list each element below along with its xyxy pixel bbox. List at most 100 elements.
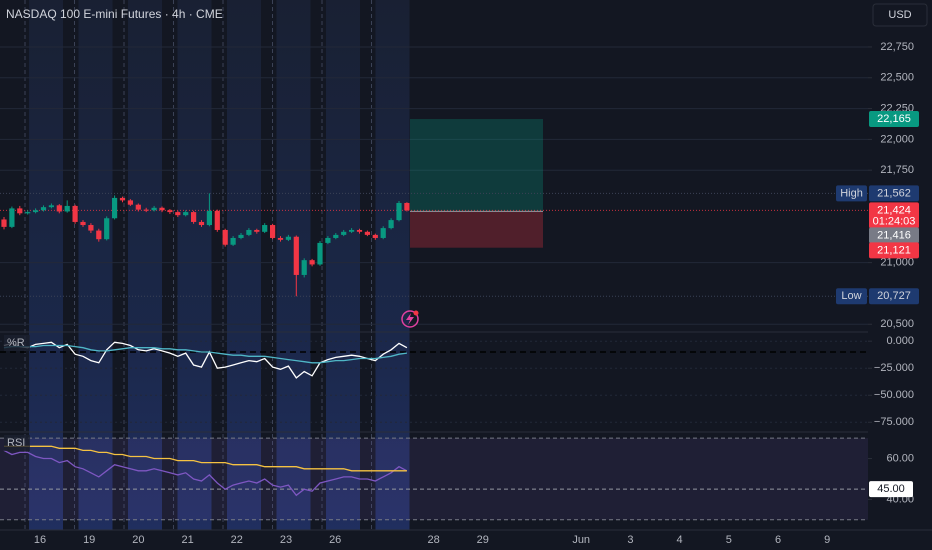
- candle-body: [364, 231, 370, 235]
- candle-body: [277, 237, 284, 240]
- indicator-line: [3, 341, 408, 379]
- candle-body: [167, 210, 173, 213]
- candle-body: [40, 207, 47, 211]
- candle-body: [88, 225, 94, 231]
- alert-icon[interactable]: [401, 310, 419, 328]
- candle-body: [33, 210, 39, 213]
- countdown: 01:24:03: [873, 215, 916, 227]
- last-price-label: 21,424: [877, 204, 911, 216]
- low-marker-value: 20,727: [877, 290, 911, 302]
- candle-body: [143, 209, 149, 211]
- alert-icon-dot[interactable]: [413, 310, 419, 316]
- candle-body: [254, 229, 260, 232]
- candle-body: [301, 260, 307, 275]
- session-band: [128, 0, 162, 530]
- y-tick-label: 21,750: [880, 164, 914, 176]
- high-marker-label: High: [840, 187, 863, 199]
- alert-icon-ring[interactable]: [401, 310, 419, 328]
- candle-body: [9, 208, 15, 227]
- candle-body: [80, 221, 86, 226]
- candle-body: [372, 234, 378, 238]
- x-tick-label: 19: [83, 534, 95, 546]
- candle-body: [175, 212, 181, 216]
- x-tick-label: 16: [34, 534, 46, 546]
- low-marker-value-box: [869, 288, 919, 305]
- marker-label-box: [869, 481, 913, 498]
- candle-body: [230, 237, 236, 245]
- stop-label: 21,121: [877, 244, 911, 256]
- high-marker-label-box: [836, 185, 867, 202]
- candle-body: [96, 230, 102, 240]
- target-label-box: [869, 111, 919, 128]
- indicator-line: [3, 344, 407, 364]
- candle-body: [151, 207, 157, 211]
- session-shading: [0, 0, 932, 530]
- candle-body: [119, 197, 126, 201]
- candle-body: [222, 229, 228, 245]
- x-tick-label: 28: [427, 534, 439, 546]
- candle-body: [341, 231, 347, 235]
- y-tick-label: 22,750: [880, 41, 914, 53]
- marker-label: 45.00: [877, 483, 905, 495]
- y-tick-label: 21,000: [880, 257, 914, 269]
- y-tick-label: −50.000: [874, 389, 914, 401]
- y-tick-label: 22,500: [880, 72, 914, 84]
- session-band: [227, 0, 261, 530]
- currency[interactable]: USD: [888, 9, 911, 21]
- high-marker-value-box: [869, 185, 919, 202]
- entry-label: 21,416: [877, 229, 911, 241]
- entry-label-box: [869, 227, 919, 244]
- low-marker-label: Low: [841, 290, 861, 302]
- candle-body: [270, 225, 276, 238]
- candle-body: [1, 219, 7, 227]
- y-tick-label: −75.000: [874, 416, 914, 428]
- candle-body: [127, 200, 133, 205]
- candle-body: [72, 205, 78, 222]
- target-label: 22,165: [877, 113, 911, 125]
- x-tick-label: 29: [477, 534, 489, 546]
- position-loss-zone: [410, 211, 543, 248]
- candle-body: [333, 234, 339, 238]
- candle-body: [285, 236, 291, 240]
- candle-body: [48, 205, 54, 208]
- candle-body: [206, 210, 212, 226]
- candle-body: [388, 220, 394, 229]
- y-tick-label: 60.00: [886, 452, 914, 464]
- stop-label-box: [869, 242, 919, 259]
- candle-body: [309, 260, 315, 265]
- candle-body: [246, 229, 252, 235]
- chart-title: NASDAQ 100 E-mini Futures · 4h · CME: [6, 7, 223, 21]
- indicator-title-box: [4, 435, 30, 451]
- candle-body: [56, 205, 62, 212]
- candle-body: [25, 212, 31, 214]
- indicator-line: [3, 449, 408, 497]
- candle-body: [317, 242, 323, 265]
- x-tick-label: 26: [329, 534, 341, 546]
- x-tick-label: 5: [726, 534, 732, 546]
- candle-body: [404, 202, 410, 211]
- x-tick-label: 21: [181, 534, 193, 546]
- indicator-line: [4, 445, 407, 472]
- session-band: [177, 0, 212, 530]
- candle-body: [112, 197, 118, 219]
- x-tick-label: Jun: [572, 534, 590, 546]
- x-tick-label: 3: [627, 534, 633, 546]
- y-tick-label: −25.000: [874, 362, 914, 374]
- currency-box[interactable]: [872, 3, 928, 27]
- candle-body: [191, 212, 197, 222]
- x-tick-label: 4: [677, 534, 683, 546]
- last-price-box: [869, 202, 919, 229]
- session-band: [29, 0, 63, 530]
- candle-body: [64, 205, 70, 212]
- candle-body: [17, 208, 23, 214]
- candle-body: [159, 207, 165, 211]
- low-marker-label-box: [836, 288, 867, 305]
- candle-body: [396, 202, 402, 221]
- indicator-title: %R: [7, 337, 25, 349]
- x-tick-label: 9: [824, 534, 830, 546]
- candle-body: [104, 218, 110, 240]
- session-band: [78, 0, 113, 530]
- alert-icon-bolt[interactable]: [406, 313, 414, 325]
